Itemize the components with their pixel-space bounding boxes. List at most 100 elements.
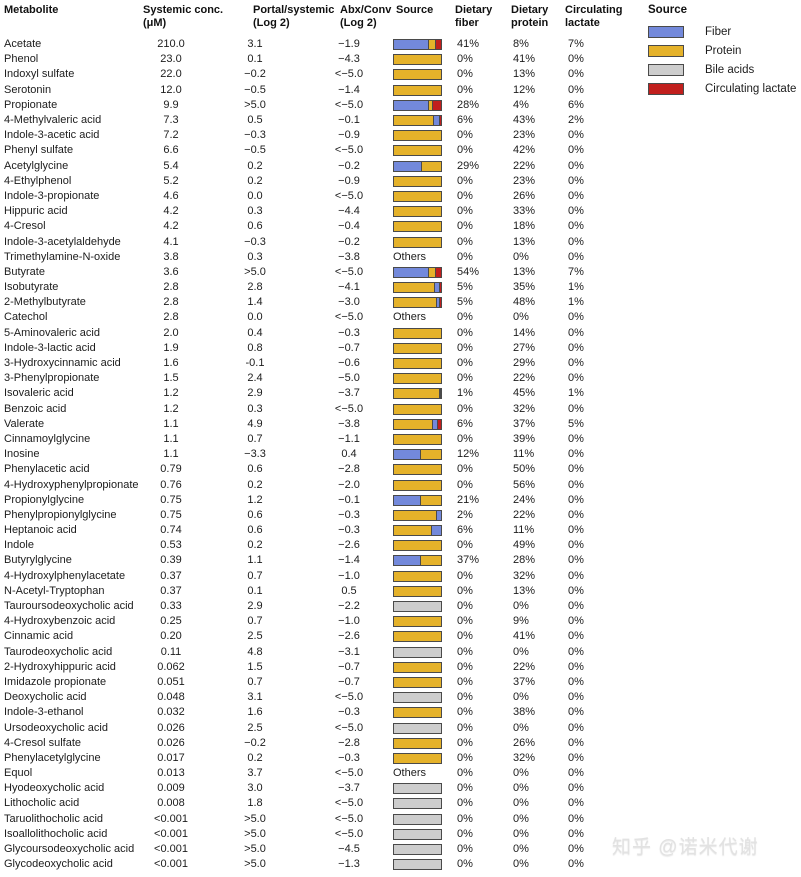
- abx-conv-value: <−5.0: [334, 812, 364, 825]
- dietary-fiber-value: 6%: [457, 114, 473, 127]
- source-stacked-bar: [393, 661, 442, 673]
- source-stacked-bar: [393, 54, 442, 66]
- metabolite-name: Indole-3-ethanol: [4, 706, 84, 719]
- source-cell: [390, 145, 454, 157]
- portal-systemic-value: 2.9: [247, 600, 263, 613]
- bar-segment-protein: [394, 176, 441, 186]
- source-others-label: Others: [393, 250, 427, 263]
- source-stacked-bar: [393, 373, 442, 385]
- circulating-lactate-value: 0%: [568, 843, 584, 856]
- source-stacked-bar: [393, 175, 442, 187]
- circulating-lactate-value: 0%: [568, 432, 584, 445]
- systemic-conc-value: 9.9: [163, 98, 179, 111]
- dietary-fiber-value: 21%: [457, 493, 480, 506]
- metabolite-name: 4-Cresol: [4, 220, 46, 233]
- bar-segment-protein: [394, 571, 441, 581]
- dietary-fiber-value: 5%: [457, 281, 473, 294]
- dietary-fiber-value: 0%: [457, 767, 473, 780]
- dietary-protein-value: 9%: [513, 615, 529, 628]
- portal-systemic-value: 1.1: [247, 554, 263, 567]
- metabolite-name: Valerate: [4, 417, 45, 430]
- abx-conv-value: <−5.0: [334, 98, 364, 111]
- bar-segment-protein: [394, 677, 441, 687]
- portal-systemic-value: 0.3: [247, 250, 263, 263]
- source-cell: [390, 373, 454, 385]
- bar-segment-protein: [394, 374, 441, 384]
- table-row: Serotonin 12.0 −0.5 −1.4 0% 12% 0%: [0, 83, 640, 98]
- systemic-conc-value: 5.2: [163, 174, 179, 187]
- circulating-lactate-value: 0%: [568, 858, 584, 871]
- dietary-fiber-value: 0%: [457, 630, 473, 643]
- dietary-protein-value: 22%: [513, 159, 536, 172]
- metabolite-name: Phenylacetic acid: [4, 463, 90, 476]
- table-row: 4-Cresol 4.2 0.6 −0.4 0% 18% 0%: [0, 219, 640, 234]
- systemic-conc-value: 4.1: [163, 235, 179, 248]
- table-row: Glycoursodeoxycholic acid <0.001 >5.0 −4.5 0…: [0, 842, 640, 857]
- metabolite-name: Phenyl sulfate: [4, 144, 74, 157]
- bar-segment-fiber: [431, 419, 438, 429]
- portal-systemic-value: 0.8: [247, 341, 263, 354]
- source-cell: [390, 388, 454, 400]
- dietary-fiber-value: 0%: [457, 706, 473, 719]
- source-cell: [390, 160, 454, 172]
- abx-conv-value: −1.1: [338, 432, 360, 445]
- source-cell: [390, 403, 454, 415]
- dietary-fiber-value: 28%: [457, 98, 480, 111]
- source-cell: [390, 813, 454, 825]
- source-stacked-bar: [393, 555, 442, 567]
- circulating-lactate-value: 7%: [568, 38, 584, 51]
- table-row: 4-Cresol sulfate 0.026 −0.2 −2.8 0% 26% 0%: [0, 736, 640, 751]
- source-cell: [390, 585, 454, 597]
- systemic-conc-value: 2.8: [163, 281, 179, 294]
- bar-segment-bile: [394, 723, 441, 733]
- table-row: Indole-3-lactic acid 1.9 0.8 −0.7 0% 27% 0%: [0, 341, 640, 356]
- table-row: Ursodeoxycholic acid 0.026 2.5 <−5.0 0% 0% 0%: [0, 720, 640, 735]
- column-header-systemic-conc: Systemic conc. (μM): [143, 4, 224, 29]
- circulating-lactate-value: 0%: [568, 83, 584, 96]
- metabolite-name: Butyrate: [4, 265, 45, 278]
- dietary-protein-value: 37%: [513, 417, 536, 430]
- table-row: Taruolithocholic acid <0.001 >5.0 <−5.0 0% 0%…: [0, 812, 640, 827]
- metabolite-name: Isoallolithocholic acid: [4, 827, 108, 840]
- source-stacked-bar: [393, 585, 442, 597]
- circulating-lactate-value: 0%: [568, 691, 584, 704]
- bar-segment-protein: [394, 55, 441, 65]
- table-row: 4-Hydroxylphenylacetate 0.37 0.7 −1.0 0% 32% 0…: [0, 569, 640, 584]
- portal-systemic-value: 0.6: [247, 508, 263, 521]
- bar-segment-fiber: [394, 100, 428, 110]
- legend-title: Source: [648, 4, 687, 16]
- legend-label-fiber: Fiber: [705, 25, 732, 38]
- dietary-fiber-value: 2%: [457, 508, 473, 521]
- abx-conv-value: −3.1: [338, 645, 360, 658]
- source-cell: [390, 175, 454, 187]
- dietary-protein-value: 56%: [513, 478, 536, 491]
- dietary-fiber-value: 37%: [457, 554, 480, 567]
- systemic-conc-value: 0.79: [160, 463, 182, 476]
- abx-conv-value: −0.7: [338, 341, 360, 354]
- circulating-lactate-value: 0%: [568, 448, 584, 461]
- dietary-protein-value: 22%: [513, 372, 536, 385]
- table-row: Isobutyrate 2.8 2.8 −4.1 5% 35% 1%: [0, 280, 640, 295]
- dietary-fiber-value: 0%: [457, 311, 473, 324]
- bar-segment-lactate: [438, 116, 441, 126]
- dietary-fiber-value: 0%: [457, 372, 473, 385]
- dietary-protein-value: 23%: [513, 129, 536, 142]
- source-cell: [390, 236, 454, 248]
- bar-segment-lactate: [438, 283, 441, 293]
- portal-systemic-value: >5.0: [244, 812, 266, 825]
- source-stacked-bar: [393, 859, 442, 871]
- systemic-conc-value: 0.37: [160, 584, 182, 597]
- dietary-fiber-value: 0%: [457, 660, 473, 673]
- systemic-conc-value: 0.75: [160, 508, 182, 521]
- source-stacked-bar: [393, 99, 442, 111]
- circulating-lactate-value: 0%: [568, 326, 584, 339]
- bar-segment-protein: [427, 100, 432, 110]
- metabolite-name: 4-Cresol sulfate: [4, 736, 82, 749]
- metabolite-name: Phenylacetylglycine: [4, 751, 101, 764]
- bar-segment-protein: [394, 85, 441, 95]
- abx-conv-value: <−5.0: [334, 189, 364, 202]
- table-row: 4-Methylvaleric acid 7.3 0.5 −0.1 6% 43% 2%: [0, 113, 640, 128]
- circulating-lactate-value: 0%: [568, 524, 584, 537]
- dietary-fiber-value: 0%: [457, 645, 473, 658]
- dietary-protein-value: 4%: [513, 98, 529, 111]
